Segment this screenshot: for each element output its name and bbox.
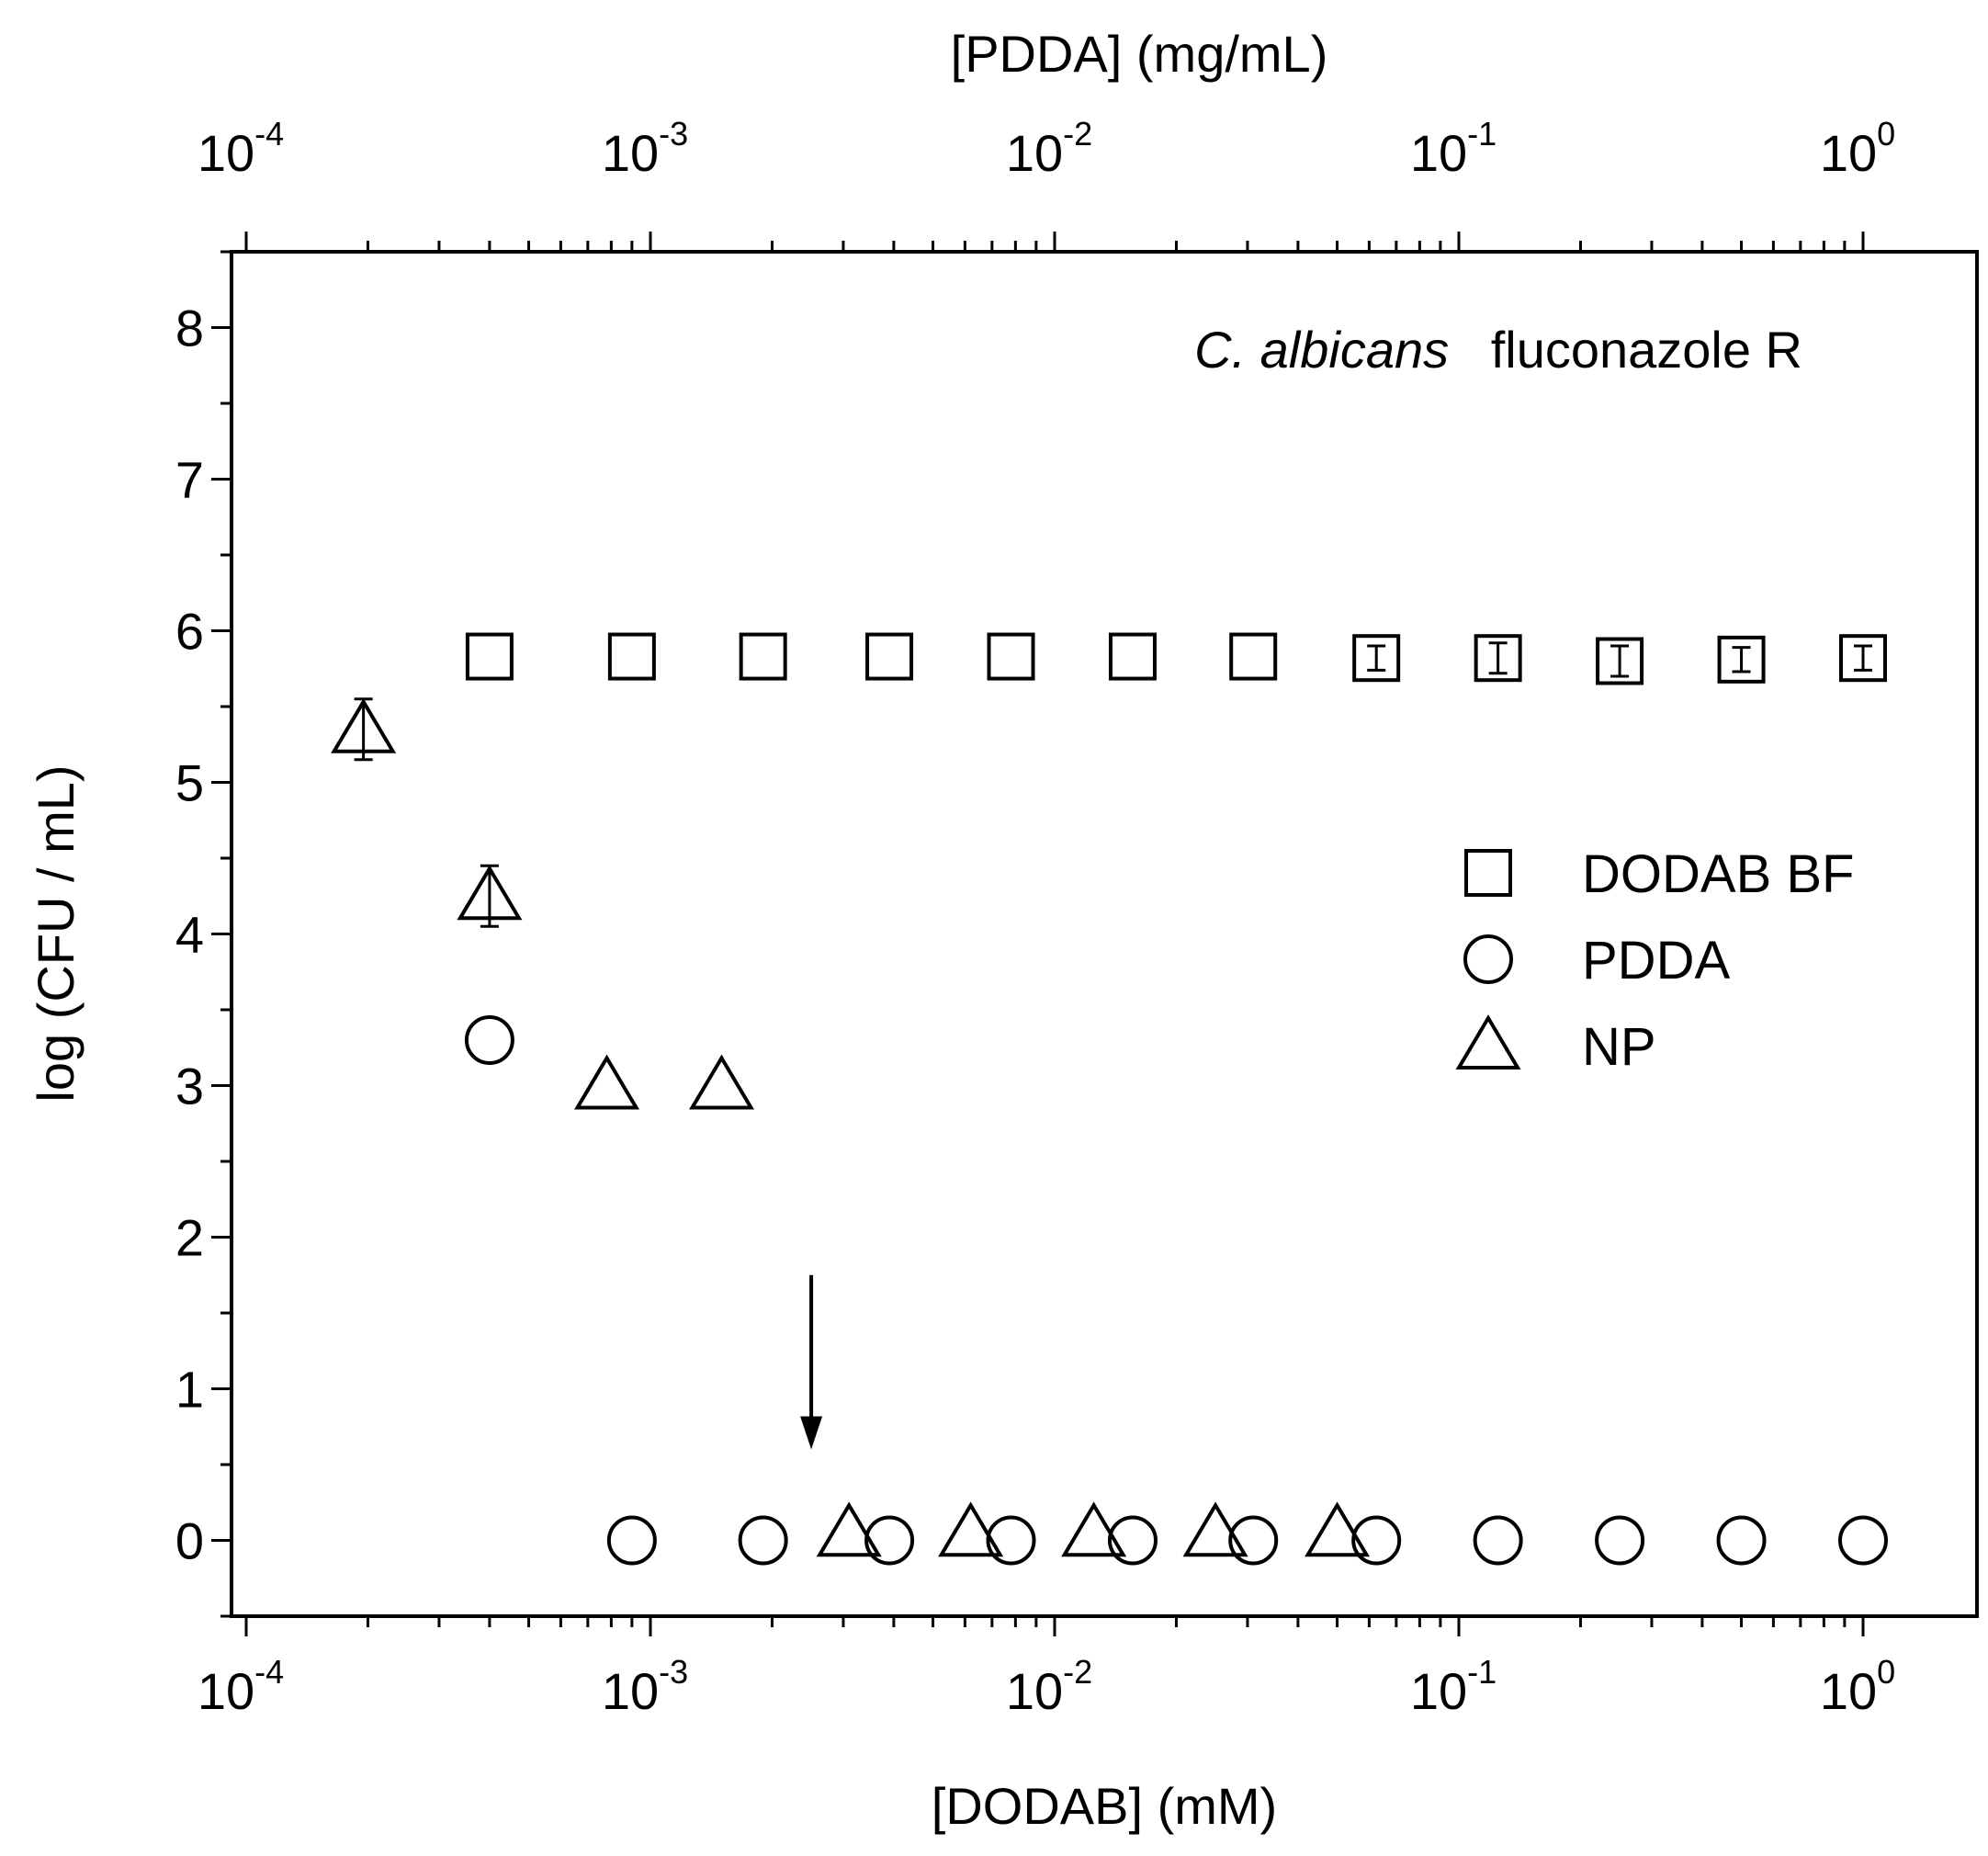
circle-point <box>606 1515 657 1566</box>
y-tick-label: 7 <box>175 451 204 509</box>
circle-point <box>1716 1515 1767 1566</box>
x-tick-label-exponent: -4 <box>254 1653 284 1691</box>
legend-label: NP <box>1582 1017 1656 1077</box>
y-axis-title: log (CFU / mL) <box>27 764 85 1102</box>
x2-tick-label-base: 10 <box>1006 124 1063 182</box>
circle-point <box>864 1515 915 1566</box>
circle-point <box>1228 1515 1279 1566</box>
x2-axis-title: [PDDA] (mg/mL) <box>951 25 1328 83</box>
triangle-point <box>1305 1501 1371 1557</box>
square-point <box>1839 634 1887 683</box>
legend: DODAB BF PDDA NP <box>1455 844 1855 1077</box>
y-tick-label: 2 <box>175 1209 204 1267</box>
legend-square-symbol <box>1464 849 1512 897</box>
x2-tick-label-exponent: -3 <box>659 115 688 153</box>
y-tick-label: 0 <box>175 1512 204 1570</box>
circle-point <box>1473 1515 1523 1566</box>
tick-marks <box>211 232 1865 1636</box>
square-point <box>1229 632 1278 681</box>
square-point <box>987 632 1035 681</box>
x-tick-label-base: 10 <box>1006 1662 1063 1720</box>
circle-point <box>464 1015 514 1065</box>
triangle-point <box>816 1501 882 1557</box>
arrow-marker <box>800 1274 823 1450</box>
x-tick-label-exponent: -1 <box>1467 1653 1497 1691</box>
arrow-head <box>800 1416 823 1450</box>
x2-tick-label: 100 <box>1820 115 1895 182</box>
data-marks <box>331 632 1888 1566</box>
tick-labels: 01234567810-410-410-310-310-210-210-110-… <box>175 115 1895 1720</box>
legend-label: DODAB BF <box>1582 844 1855 904</box>
x-tick-label-exponent: -3 <box>659 1653 688 1691</box>
x-tick-label-exponent: 0 <box>1877 1653 1895 1691</box>
x2-tick-label: 10-3 <box>602 115 688 182</box>
x2-tick-label-base: 10 <box>602 124 659 182</box>
circle-point <box>1107 1515 1158 1566</box>
x-tick-label-base: 10 <box>602 1662 659 1720</box>
x-tick-label: 10-1 <box>1410 1653 1497 1720</box>
x2-tick-label-base: 10 <box>1410 124 1467 182</box>
x-tick-label-base: 10 <box>1410 1662 1467 1720</box>
annotation-rest: fluconazole R <box>1491 321 1802 379</box>
circle-point <box>738 1515 788 1566</box>
square-point <box>865 632 914 681</box>
annotation-italic: C. albicans <box>1194 321 1449 379</box>
x2-tick-label-base: 10 <box>198 124 254 182</box>
square-point <box>1596 637 1644 685</box>
square-point <box>465 632 514 681</box>
x-tick-label-base: 10 <box>1820 1662 1877 1720</box>
x2-tick-label-exponent: 0 <box>1877 115 1895 153</box>
triangle-point <box>457 865 523 921</box>
y-tick-label: 4 <box>175 906 204 964</box>
plot-annotation: C. albicans fluconazole R <box>1194 321 1802 379</box>
legend-label: PDDA <box>1582 931 1730 990</box>
triangle-point <box>331 697 397 753</box>
x-tick-label: 100 <box>1820 1653 1895 1720</box>
y-tick-label: 1 <box>175 1361 204 1419</box>
triangle-point <box>574 1054 640 1110</box>
circle-point <box>1351 1515 1402 1566</box>
circle-point <box>1838 1515 1888 1566</box>
x2-tick-label: 10-1 <box>1410 115 1497 182</box>
legend-triangle-symbol <box>1455 1014 1521 1069</box>
x2-tick-label-exponent: -1 <box>1467 115 1497 153</box>
y-tick-label: 8 <box>175 300 204 357</box>
triangle-point <box>1182 1501 1248 1557</box>
x2-tick-label-exponent: -4 <box>254 115 284 153</box>
circle-point <box>986 1515 1036 1566</box>
square-point <box>1108 632 1157 681</box>
y-tick-label: 6 <box>175 603 204 661</box>
x-tick-label: 10-4 <box>198 1653 284 1720</box>
y-tick-label: 5 <box>175 754 204 812</box>
x-tick-label-base: 10 <box>198 1662 254 1720</box>
x2-tick-label-exponent: -2 <box>1063 115 1092 153</box>
x-axis-title: [DODAB] (mM) <box>932 1777 1277 1835</box>
square-point <box>1717 635 1766 684</box>
y-tick-label: 3 <box>175 1058 204 1115</box>
square-point <box>1474 634 1522 683</box>
circle-point <box>1595 1515 1645 1566</box>
x2-tick-label-base: 10 <box>1820 124 1877 182</box>
x2-tick-label: 10-2 <box>1006 115 1092 182</box>
x-tick-label-exponent: -2 <box>1063 1653 1092 1691</box>
x2-tick-label: 10-4 <box>198 115 284 182</box>
triangle-point <box>1061 1501 1127 1557</box>
legend-circle-symbol <box>1463 934 1513 984</box>
triangle-point <box>688 1054 754 1110</box>
x-tick-label: 10-2 <box>1006 1653 1092 1720</box>
triangle-point <box>938 1501 1004 1557</box>
x-tick-label: 10-3 <box>602 1653 688 1720</box>
square-point <box>739 632 787 681</box>
square-point <box>607 632 656 681</box>
square-point <box>1352 634 1401 683</box>
